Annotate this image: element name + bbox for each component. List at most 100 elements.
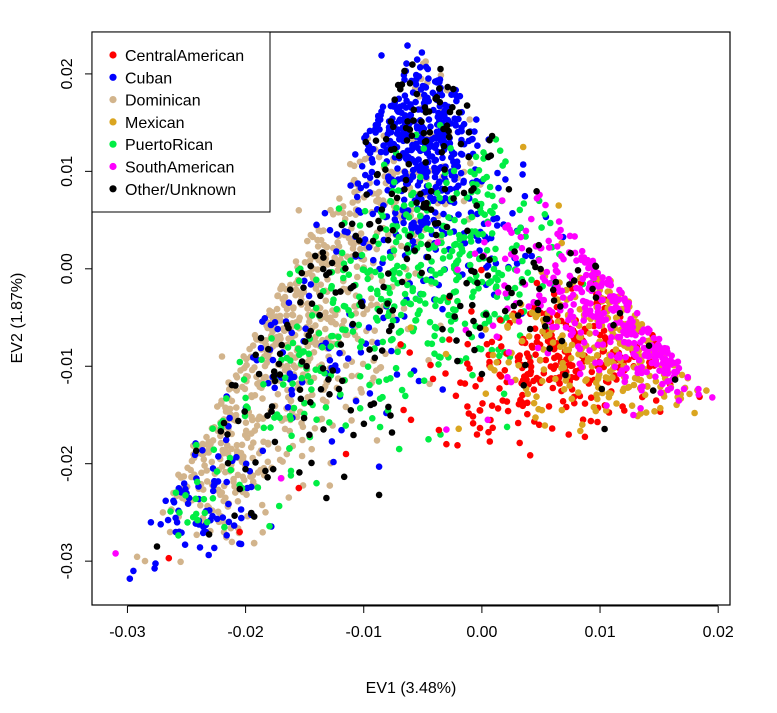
- data-point: [532, 414, 539, 421]
- data-point: [309, 391, 316, 399]
- data-point: [389, 307, 397, 314]
- data-point: [417, 232, 425, 240]
- data-point: [619, 387, 627, 395]
- data-point: [482, 326, 489, 333]
- data-point: [255, 370, 263, 378]
- data-point: [166, 528, 174, 536]
- data-point: [604, 288, 612, 296]
- data-point: [447, 326, 455, 334]
- data-point: [530, 259, 537, 267]
- data-point: [478, 266, 485, 274]
- data-point: [376, 307, 384, 315]
- data-point: [180, 473, 188, 480]
- data-point: [226, 414, 233, 422]
- data-point: [541, 422, 549, 429]
- data-point: [432, 231, 440, 239]
- data-point: [345, 234, 353, 242]
- data-point: [232, 382, 239, 389]
- data-point: [375, 196, 382, 203]
- data-point: [549, 384, 557, 392]
- data-point: [635, 376, 642, 383]
- data-point: [595, 373, 602, 381]
- data-point: [571, 319, 579, 327]
- data-point: [526, 325, 534, 333]
- data-point: [488, 346, 496, 354]
- data-point: [596, 359, 604, 366]
- data-point: [420, 203, 427, 211]
- data-point: [329, 367, 337, 374]
- data-point: [551, 354, 558, 362]
- data-point: [335, 205, 343, 212]
- data-point: [355, 321, 363, 329]
- data-point: [326, 391, 333, 398]
- data-point: [408, 223, 415, 231]
- data-point: [251, 331, 259, 339]
- data-point: [542, 332, 550, 340]
- data-point: [547, 219, 554, 227]
- data-point: [450, 167, 458, 175]
- data-point: [260, 381, 267, 388]
- data-point: [425, 182, 433, 189]
- data-point: [416, 64, 424, 71]
- data-point: [237, 540, 245, 548]
- data-point: [373, 245, 381, 253]
- data-point: [494, 405, 502, 412]
- data-point: [518, 244, 526, 252]
- data-point: [290, 404, 298, 412]
- data-point: [298, 358, 306, 365]
- data-point: [203, 467, 210, 474]
- data-point: [580, 339, 588, 346]
- data-point: [370, 256, 377, 264]
- data-point: [230, 522, 238, 529]
- data-point: [642, 409, 650, 416]
- data-point: [516, 439, 523, 447]
- data-point: [562, 371, 569, 379]
- data-point: [607, 352, 615, 359]
- data-point: [678, 371, 686, 379]
- data-point: [516, 291, 523, 298]
- data-point: [389, 227, 397, 234]
- data-point: [356, 373, 364, 380]
- data-point: [357, 385, 365, 393]
- data-point: [505, 265, 512, 272]
- data-point: [352, 397, 360, 405]
- data-point: [616, 309, 624, 317]
- data-point: [416, 212, 424, 220]
- data-point: [541, 277, 549, 284]
- data-point: [276, 371, 284, 378]
- data-point: [427, 123, 434, 130]
- data-point: [503, 314, 511, 321]
- data-point: [422, 159, 430, 166]
- data-point: [569, 313, 577, 321]
- data-point: [511, 248, 518, 255]
- data-point: [408, 132, 416, 139]
- data-point: [592, 294, 600, 301]
- data-point: [257, 344, 265, 352]
- data-point: [248, 366, 256, 374]
- data-point: [468, 293, 476, 301]
- data-point: [350, 282, 357, 290]
- data-point: [308, 459, 315, 467]
- data-point: [651, 408, 658, 415]
- data-point: [318, 415, 326, 423]
- data-point: [385, 327, 393, 335]
- data-point: [607, 390, 614, 397]
- data-point: [375, 378, 383, 385]
- data-point: [194, 516, 201, 524]
- data-point: [513, 267, 521, 274]
- data-point: [329, 211, 337, 218]
- data-point: [612, 346, 620, 353]
- data-point: [304, 237, 311, 245]
- data-point: [366, 220, 374, 228]
- data-point: [286, 445, 293, 453]
- data-point: [496, 352, 503, 360]
- data-point: [468, 213, 476, 221]
- data-point: [271, 319, 279, 326]
- data-point: [485, 279, 493, 287]
- data-point: [315, 330, 323, 337]
- data-point: [434, 189, 441, 197]
- data-point: [262, 373, 270, 381]
- data-point: [549, 323, 556, 331]
- data-point: [401, 226, 409, 234]
- data-point: [227, 466, 235, 474]
